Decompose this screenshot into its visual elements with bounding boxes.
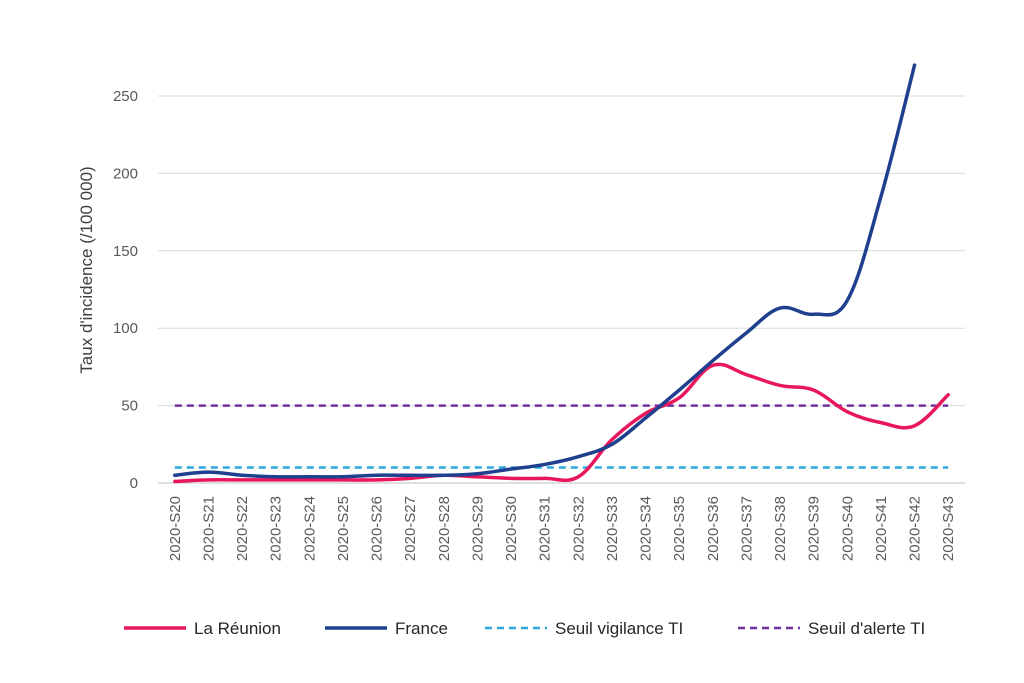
x-tick-label: 2020-S41	[873, 496, 890, 561]
x-tick-label: 2020-S31	[537, 496, 554, 561]
y-tick-labels: 0 50 100 150 200 250	[113, 88, 138, 492]
y-tick-label: 100	[113, 320, 138, 337]
y-tick-label: 50	[121, 398, 138, 415]
legend-label-la-r-union: La Réunion	[194, 619, 281, 638]
x-tick-label: 2020-S28	[436, 496, 453, 561]
y-axis-label: Taux d'incidence (/100 000)	[77, 166, 96, 373]
x-tick-label: 2020-S38	[772, 496, 789, 561]
series-lines	[173, 63, 950, 484]
x-tick-label: 2020-S40	[839, 496, 856, 561]
y-tick-label: 150	[113, 243, 138, 260]
series-line-france	[173, 63, 917, 479]
legend-label-seuil-d-alerte-ti: Seuil d'alerte TI	[808, 619, 925, 638]
y-tick-label: 0	[130, 475, 138, 492]
legend-label-france: France	[395, 619, 448, 638]
x-tick-label: 2020-S27	[402, 496, 419, 561]
legend: La Réunion France Seuil vigilance TI Seuil …	[124, 619, 925, 638]
series-line-la-r-union	[173, 362, 950, 484]
x-tick-label: 2020-S22	[234, 496, 251, 561]
x-tick-label: 2020-S36	[705, 496, 722, 561]
x-tick-labels: 2020-S20 2020-S21 2020-S22 2020-S23 2020-S24…	[167, 496, 957, 561]
x-tick-label: 2020-S29	[469, 496, 486, 561]
y-tick-label: 200	[113, 165, 138, 182]
y-tick-label: 250	[113, 88, 138, 105]
x-tick-label: 2020-S34	[638, 496, 655, 561]
x-tick-label: 2020-S32	[570, 496, 587, 561]
x-tick-label: 2020-S25	[335, 496, 352, 561]
x-tick-label: 2020-S21	[200, 496, 217, 561]
legend-label-seuil-vigilance-ti: Seuil vigilance TI	[555, 619, 683, 638]
x-tick-label: 2020-S35	[671, 496, 688, 561]
x-tick-label: 2020-S33	[604, 496, 621, 561]
x-tick-label: 2020-S24	[301, 496, 318, 561]
x-tick-label: 2020-S39	[806, 496, 823, 561]
x-tick-label: 2020-S30	[503, 496, 520, 561]
x-tick-label: 2020-S37	[738, 496, 755, 561]
x-tick-label: 2020-S23	[268, 496, 285, 561]
x-tick-label: 2020-S20	[167, 496, 184, 561]
x-tick-label: 2020-S43	[940, 496, 957, 561]
grid	[158, 95, 965, 484]
x-tick-label: 2020-S26	[369, 496, 386, 561]
x-tick-label: 2020-S42	[907, 496, 924, 561]
